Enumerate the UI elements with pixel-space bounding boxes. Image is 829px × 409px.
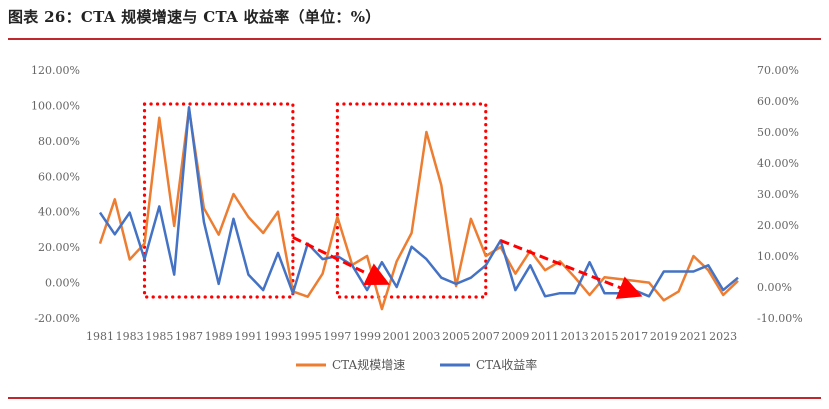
left-axis-tick-label: 120.00% bbox=[31, 64, 80, 77]
x-axis-tick-label: 2003 bbox=[412, 330, 440, 343]
x-axis-tick-label: 1985 bbox=[145, 330, 173, 343]
x-axis-tick-label: 2017 bbox=[620, 330, 648, 343]
legend-label: CTA规模增速 bbox=[332, 357, 405, 372]
x-axis-tick-label: 1987 bbox=[175, 330, 203, 343]
x-axis-tick-label: 1989 bbox=[205, 330, 233, 343]
x-axis-tick-label: 2001 bbox=[383, 330, 411, 343]
right-axis-tick-label: 50.00% bbox=[757, 126, 799, 139]
x-axis-tick-label: 2009 bbox=[501, 330, 529, 343]
x-axis-tick-label: 1981 bbox=[86, 330, 114, 343]
trend-arrow bbox=[500, 239, 643, 299]
x-axis-tick-label: 1997 bbox=[323, 330, 351, 343]
left-axis-tick-label: 100.00% bbox=[31, 99, 80, 112]
left-axis-tick-label: 60.00% bbox=[38, 170, 80, 183]
series-line-cta-scale-growth bbox=[98, 107, 739, 311]
left-axis-tick-label: 40.00% bbox=[38, 206, 80, 219]
highlight-box bbox=[142, 102, 295, 299]
x-axis-tick-label: 2021 bbox=[679, 330, 707, 343]
left-axis-tick-label: 80.00% bbox=[38, 135, 80, 148]
figure-title: 图表 26：CTA 规模增速与 CTA 收益率（单位：%） bbox=[8, 8, 381, 26]
x-axis-tick-label: 2023 bbox=[709, 330, 737, 343]
x-axis-tick-label: 2005 bbox=[442, 330, 470, 343]
legend-label: CTA收益率 bbox=[476, 357, 537, 372]
right-axis-tick-label: 20.00% bbox=[757, 219, 799, 232]
left-axis-tick-label: 20.00% bbox=[38, 241, 80, 254]
x-axis-tick-label: 1995 bbox=[294, 330, 322, 343]
right-axis-tick-label: 30.00% bbox=[757, 188, 799, 201]
left-axis-tick-label: 0.00% bbox=[45, 277, 80, 290]
right-axis-tick-label: -10.00% bbox=[757, 312, 803, 325]
top-divider bbox=[8, 38, 821, 40]
x-axis-tick-label: 2007 bbox=[472, 330, 500, 343]
right-axis-tick-label: 40.00% bbox=[757, 157, 799, 170]
highlight-box bbox=[335, 102, 488, 299]
x-axis-tick-label: 1983 bbox=[116, 330, 144, 343]
right-axis-tick-label: 70.00% bbox=[757, 64, 799, 77]
right-axis-tick-label: 0.00% bbox=[757, 281, 792, 294]
series-line-cta-return bbox=[98, 105, 739, 298]
left-axis-tick-label: -20.00% bbox=[34, 312, 80, 325]
trend-arrow bbox=[292, 236, 390, 286]
right-axis-tick-label: 60.00% bbox=[757, 95, 799, 108]
x-axis-tick-label: 2019 bbox=[650, 330, 678, 343]
x-axis-tick-label: 2015 bbox=[590, 330, 618, 343]
bottom-divider bbox=[8, 397, 821, 399]
right-axis-tick-label: 10.00% bbox=[757, 250, 799, 263]
x-axis-tick-label: 1999 bbox=[353, 330, 381, 343]
x-axis-tick-label: 2011 bbox=[531, 330, 559, 343]
x-axis-tick-label: 1993 bbox=[264, 330, 292, 343]
x-axis-tick-label: 1991 bbox=[234, 330, 262, 343]
x-axis-tick-label: 2013 bbox=[561, 330, 589, 343]
